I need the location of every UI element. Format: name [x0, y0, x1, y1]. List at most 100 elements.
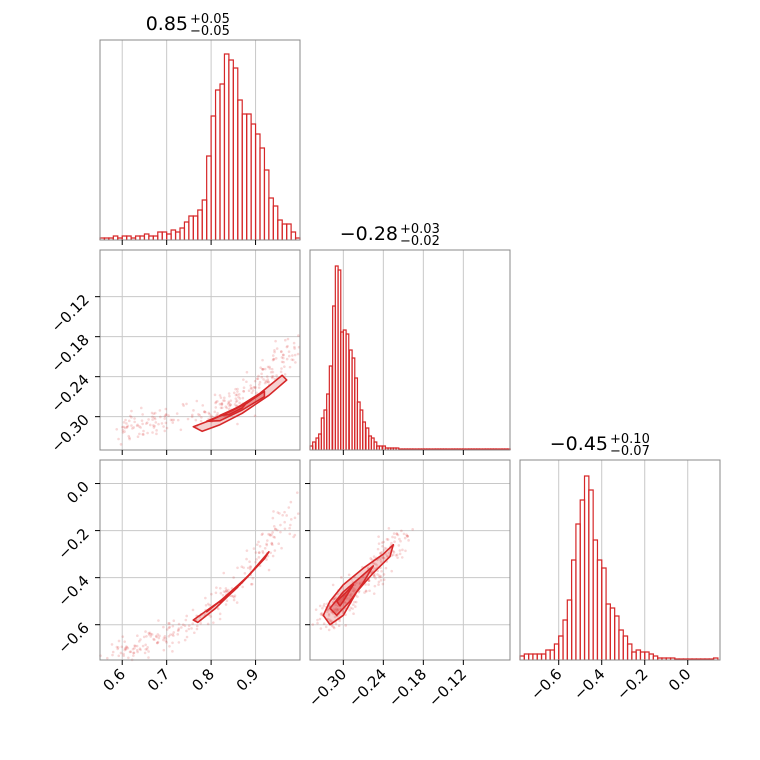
scatter-point: [332, 626, 336, 630]
scatter-point: [379, 578, 383, 582]
scatter-point: [364, 589, 368, 593]
scatter-point: [257, 374, 260, 378]
scatter-point: [209, 416, 213, 420]
scatter-point: [334, 622, 338, 626]
scatter-point: [250, 386, 253, 390]
histogram-bin: [712, 657, 719, 660]
x-tick-label: −0.30: [305, 665, 350, 710]
y-tick-label: −0.18: [48, 331, 93, 376]
scatter-point: [269, 534, 272, 537]
scatter-point: [222, 399, 225, 402]
scatter-point: [283, 365, 286, 368]
scatter-point: [291, 358, 295, 362]
scatter-point: [177, 641, 181, 644]
scatter-point: [163, 634, 167, 638]
scatter-point: [124, 645, 128, 648]
scatter-point: [179, 428, 183, 432]
scatter-point: [185, 402, 188, 406]
scatter-point: [153, 424, 156, 428]
scatter-point: [370, 558, 374, 561]
scatter-point: [261, 551, 265, 555]
scatter-point: [220, 406, 224, 410]
scatter-point: [132, 651, 135, 655]
scatter-point: [130, 409, 133, 413]
scatter-point: [274, 357, 278, 360]
scatter-point: [141, 644, 145, 648]
density-contour: [192, 550, 270, 624]
scatter-point: [255, 558, 258, 561]
histogram-bin: [157, 231, 163, 240]
scatter-point: [171, 624, 175, 628]
scatter-point: [391, 535, 394, 539]
scatter-point: [162, 636, 166, 640]
scatter-point: [215, 586, 218, 589]
scatter-point: [263, 381, 267, 385]
scatter-point: [219, 591, 223, 595]
scatter-point: [130, 424, 133, 427]
histogram-bin: [206, 155, 212, 240]
scatter-point: [260, 372, 263, 376]
scatter-point: [151, 431, 154, 434]
histogram-bin: [121, 235, 128, 240]
scatter-point: [171, 641, 174, 645]
scatter-point: [256, 377, 260, 381]
scatter-point: [293, 533, 297, 537]
scatter-point: [393, 536, 397, 539]
scatter-point: [164, 413, 168, 417]
scatter-point: [227, 392, 231, 395]
scatter-point: [120, 645, 124, 649]
histogram-bin: [545, 649, 551, 660]
scatter-point: [241, 396, 245, 400]
scatter-point: [200, 416, 203, 419]
scatter-point: [249, 384, 252, 387]
scatter-point: [164, 413, 168, 416]
scatter-point: [225, 589, 228, 593]
scatter-point: [327, 614, 331, 617]
scatter-point: [235, 601, 239, 604]
scatter-point: [334, 597, 337, 600]
scatter-point: [332, 608, 336, 611]
scatter-point: [407, 539, 410, 542]
scatter-point: [373, 574, 376, 578]
scatter-point: [294, 361, 297, 364]
histogram-bin: [635, 649, 642, 660]
scatter-point: [357, 590, 361, 594]
scatter-point: [278, 512, 281, 515]
scatter-point: [271, 516, 275, 520]
scatter-point: [354, 605, 357, 608]
histogram-bin: [579, 499, 586, 660]
scatter-point: [398, 537, 401, 541]
scatter-point: [258, 383, 261, 386]
scatter-point: [353, 600, 356, 604]
scatter-point: [289, 518, 293, 521]
scatter-point: [123, 426, 127, 430]
scatter-point: [267, 568, 271, 572]
scatter-point: [336, 608, 340, 611]
scatter-point: [381, 556, 385, 560]
scatter-point: [349, 606, 353, 610]
scatter-point: [168, 644, 171, 648]
scatter-point: [165, 628, 169, 631]
scatter-point: [132, 426, 136, 429]
scatter-point: [242, 378, 245, 381]
scatter-point: [373, 584, 377, 588]
scatter-point: [230, 594, 234, 598]
histogram-bin: [166, 233, 172, 240]
scatter-point: [374, 562, 377, 566]
scatter-point: [124, 647, 128, 650]
scatter-point: [340, 576, 343, 579]
scatter-point: [252, 547, 256, 550]
scatter-point: [210, 415, 214, 419]
scatter-point: [398, 552, 402, 556]
scatter-point: [251, 389, 255, 392]
histogram-bin: [583, 475, 590, 660]
scatter-point: [291, 354, 294, 357]
scatter-point: [126, 646, 130, 650]
scatter-point: [381, 544, 384, 548]
scatter-point: [283, 373, 287, 376]
title-lower-error: −0.05: [190, 24, 230, 39]
histogram-bin: [626, 643, 633, 660]
scatter-point: [141, 422, 144, 426]
scatter-point: [327, 628, 331, 632]
scatter-point: [158, 634, 161, 638]
